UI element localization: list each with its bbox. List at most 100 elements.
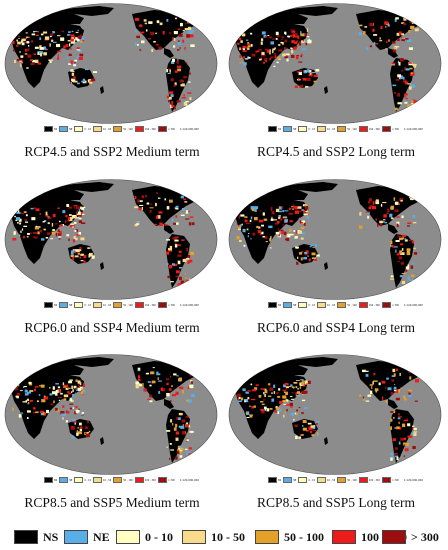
- map-caption: RCP8.5 and SSP5 Long term: [257, 495, 415, 510]
- mini-legend-swatch: [358, 302, 368, 308]
- mini-legend-swatch: [268, 302, 277, 308]
- map-panel-rcp85-ssp5-long: NS NE 0 - 10 10 - 50 50 - 100 100 - 300 > 300 1…: [224, 353, 448, 529]
- legend-label-gt-300: > 300: [411, 529, 439, 544]
- map-panel-rcp60-ssp4-long: NS NE 0 - 10 10 - 50 50 - 100 100 - 300 > 300 1…: [224, 178, 448, 354]
- mini-legend-label: NS: [54, 303, 58, 307]
- map-scale: 1:120,000,000: [179, 303, 199, 307]
- world-map: [228, 354, 442, 475]
- legend-label-10-50: 10 - 50: [211, 529, 245, 544]
- mini-legend-label: NS: [278, 478, 282, 482]
- map-scale: 1:120,000,000: [403, 127, 423, 131]
- mini-legend-label: 50 - 100: [123, 478, 133, 482]
- mini-legend-swatch: [337, 126, 347, 132]
- land-ns: [132, 361, 194, 401]
- map-mini-legend: NS NE 0 - 10 10 - 50 50 - 100 100 - 300 > 300 1…: [44, 477, 199, 483]
- mini-legend-label: 100 - 300: [144, 478, 156, 482]
- mini-legend-label: NE: [293, 127, 297, 131]
- mini-legend-swatch: [283, 126, 293, 132]
- mini-legend-swatch: [381, 477, 391, 483]
- mini-legend-swatch: [113, 126, 123, 132]
- mini-legend-label: NE: [69, 303, 73, 307]
- landmasses: [10, 182, 195, 288]
- mini-legend-swatch: [298, 126, 308, 132]
- mini-legend-label: > 300: [391, 478, 399, 482]
- mini-legend-swatch: [298, 477, 308, 483]
- mini-legend-swatch: [44, 302, 53, 308]
- damage-patches: [12, 367, 195, 460]
- mini-legend-swatch: [44, 477, 53, 483]
- legend-label-0-10: 0 - 10: [145, 529, 173, 544]
- mini-legend-swatch: [337, 477, 347, 483]
- map-mini-legend: NS NE 0 - 10 10 - 50 50 - 100 100 - 300 > 300 1…: [268, 126, 423, 132]
- land-ns: [234, 200, 308, 264]
- mini-legend-swatch: [157, 126, 167, 132]
- map-scale: 1:120,000,000: [179, 478, 199, 482]
- mini-legend-swatch: [157, 477, 167, 483]
- mini-legend-swatch: [358, 477, 368, 483]
- map-caption: RCP6.0 and SSP4 Medium term: [24, 320, 200, 335]
- mini-legend-label: 0 - 10: [308, 127, 316, 131]
- land-ns: [390, 58, 414, 112]
- legend-swatch-10-50: [182, 530, 206, 544]
- main-legend: NS NE 0 - 10 10 - 50 50 - 100 100 - 300 …: [0, 527, 448, 547]
- mini-legend-label: > 300: [391, 303, 399, 307]
- mini-legend-label: 0 - 10: [84, 127, 92, 131]
- legend-item-ne: NE: [64, 529, 110, 545]
- mini-legend-swatch: [113, 477, 123, 483]
- legend-swatch-0-10: [116, 530, 140, 544]
- land-ns: [356, 10, 418, 50]
- land-ns: [164, 48, 174, 58]
- mini-legend-label: 50 - 100: [123, 127, 133, 131]
- mini-legend-label: 10 - 50: [327, 478, 336, 482]
- land-ns: [132, 186, 194, 226]
- landmasses: [10, 6, 195, 112]
- mini-legend-swatch: [59, 126, 69, 132]
- mini-legend-label: 0 - 10: [84, 303, 92, 307]
- map-panel-rcp45-ssp2-medium: NS NE 0 - 10 10 - 50 50 - 100 100 - 300 > 300 1…: [0, 2, 224, 178]
- mini-legend-label: NS: [54, 478, 58, 482]
- mini-legend-swatch: [317, 477, 327, 483]
- mini-legend-label: 10 - 50: [103, 478, 112, 482]
- world-map: [4, 3, 218, 124]
- map-scale: 1:120,000,000: [403, 478, 423, 482]
- mini-legend-swatch: [317, 126, 327, 132]
- land-ns: [388, 399, 398, 409]
- map-scale: 1:120,000,000: [403, 303, 423, 307]
- mini-legend-label: 10 - 50: [103, 127, 112, 131]
- mini-legend-label: NE: [293, 303, 297, 307]
- world-map: [4, 179, 218, 300]
- land-ns: [388, 48, 398, 58]
- landmasses: [234, 357, 419, 463]
- mini-legend-label: NE: [69, 478, 73, 482]
- map-caption: RCP8.5 and SSP5 Medium term: [24, 495, 200, 510]
- legend-swatch-50-100: [255, 530, 279, 544]
- land-ns: [68, 68, 94, 88]
- land-ns: [10, 24, 84, 88]
- legend-item-gt-300: > 300: [382, 529, 439, 545]
- land-ns: [100, 86, 104, 94]
- legend-item-0-10: 0 - 10: [116, 529, 173, 545]
- legend-label-50-100: 50 - 100: [284, 529, 324, 544]
- map-panel-rcp85-ssp5-medium: NS NE 0 - 10 10 - 50 50 - 100 100 - 300 > 300 1…: [0, 353, 224, 529]
- land-ns: [100, 262, 104, 270]
- legend-swatch-ne: [64, 530, 88, 544]
- world-map: [228, 3, 442, 124]
- mini-legend-label: 100 - 300: [144, 303, 156, 307]
- mini-legend-label: 0 - 10: [84, 478, 92, 482]
- landmasses: [10, 357, 195, 463]
- land-ns: [100, 437, 104, 445]
- legend-swatch-ns: [14, 530, 38, 544]
- legend-item-ns: NS: [14, 529, 58, 545]
- mini-legend-swatch: [381, 302, 391, 308]
- mini-legend-label: 50 - 100: [347, 303, 357, 307]
- land-ns: [324, 437, 328, 445]
- mini-legend-label: 50 - 100: [123, 303, 133, 307]
- mini-legend-label: NS: [54, 127, 58, 131]
- land-ns: [164, 224, 174, 234]
- mini-legend-swatch: [317, 302, 327, 308]
- land-ns: [166, 58, 190, 112]
- land-ns: [324, 262, 328, 270]
- map-mini-legend: NS NE 0 - 10 10 - 50 50 - 100 100 - 300 > 300 1…: [44, 302, 199, 308]
- mini-legend-swatch: [59, 302, 69, 308]
- land-ns: [132, 10, 194, 50]
